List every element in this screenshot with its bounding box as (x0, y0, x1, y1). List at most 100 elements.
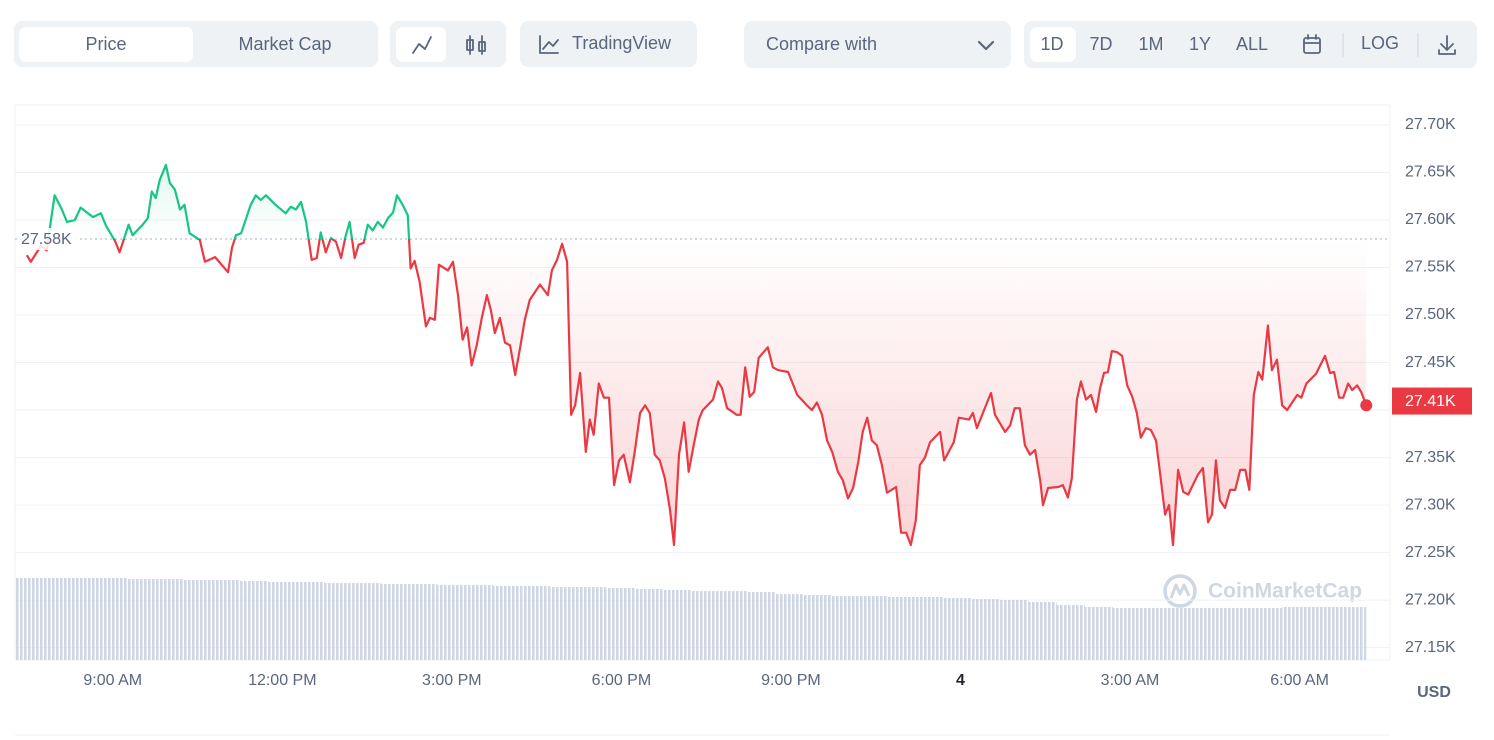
tradingview-label[interactable]: TradingView (572, 33, 672, 53)
volume-bar (521, 586, 550, 660)
volume-bar (380, 584, 410, 660)
volume-bar (1309, 607, 1339, 660)
calendar-icon (1303, 37, 1321, 54)
range-button[interactable]: 1Y (1189, 34, 1211, 54)
y-tick-label: 27.20K (1405, 591, 1456, 608)
price-line (25, 163, 1368, 547)
volume-bar (1338, 607, 1367, 660)
volume-bar (1028, 602, 1057, 660)
volume-bar (155, 579, 184, 660)
volume-bar (268, 582, 297, 660)
range-button[interactable]: ALL (1236, 34, 1268, 54)
y-tick-label: 27.50K (1405, 306, 1456, 323)
volume-bar (240, 581, 269, 660)
volume-bar (437, 585, 466, 660)
compare-select[interactable] (744, 21, 1011, 68)
tab-market-cap[interactable]: Market Cap (238, 34, 331, 54)
active-tab[interactable] (19, 27, 193, 62)
volume-bar (859, 596, 888, 660)
volume-bar (972, 599, 1001, 660)
candle-icon (466, 39, 474, 51)
area (26, 164, 1367, 545)
y-tick-label: 27.45K (1405, 354, 1456, 371)
download-icon (1438, 49, 1456, 55)
candle-button[interactable] (466, 35, 486, 55)
volume-bar (1253, 608, 1282, 660)
volume-bar (634, 589, 663, 660)
candle-icon (478, 41, 486, 52)
price-tag-label: 27.41K (1405, 393, 1456, 410)
volume-bar (549, 587, 579, 660)
y-tick-label: 27.60K (1405, 211, 1456, 228)
x-tick-label: 9:00 PM (761, 672, 821, 689)
tab-price[interactable]: Price (85, 34, 126, 54)
x-tick-label: 3:00 PM (422, 672, 482, 689)
watermark-text: CoinMarketCap (1208, 580, 1362, 603)
watermark-logo (1163, 574, 1197, 608)
volume-bar (746, 592, 776, 660)
y-tick-label: 27.15K (1405, 639, 1456, 656)
volume-bar (803, 595, 832, 660)
range-button[interactable]: 7D (1089, 34, 1112, 54)
currency-label: USD (1417, 684, 1451, 701)
volume-bar (887, 597, 916, 660)
watermark-logo (1169, 583, 1191, 599)
range-button[interactable]: 1D (1040, 34, 1063, 54)
download-button[interactable] (1438, 35, 1456, 55)
compare-label[interactable]: Compare with (766, 34, 877, 54)
volume-bar (296, 582, 325, 660)
chevron (977, 40, 995, 51)
y-tick-label: 27.25K (1405, 544, 1456, 561)
y-tick-label: 27.70K (1405, 116, 1456, 133)
volume-bar (15, 578, 44, 660)
x-tick-label: 3:00 AM (1101, 672, 1160, 689)
toolbar: Price Market Cap TradingView Compare wit… (14, 21, 1477, 68)
tradingview-button[interactable] (520, 21, 697, 67)
x-tick-label: 9:00 AM (83, 672, 142, 689)
volume-bar (831, 596, 860, 660)
download-icon (1440, 43, 1454, 51)
volume-bar (1084, 607, 1113, 660)
range-button[interactable]: 1M (1138, 34, 1163, 54)
volume-bar (409, 584, 438, 660)
volume-bar (493, 586, 522, 660)
volume-bar (606, 588, 635, 660)
range-group (1024, 21, 1477, 68)
volume-bar (1169, 608, 1198, 660)
volume-bar (1112, 608, 1142, 660)
line-icon (412, 36, 432, 54)
volume-bar (1000, 600, 1029, 660)
volume-bar (662, 590, 691, 660)
volume-bar (43, 578, 72, 660)
y-tick-label: 27.35K (1405, 449, 1456, 466)
baseline-label-bg (18, 227, 78, 250)
price-tag (1392, 387, 1472, 415)
active-range[interactable] (1030, 27, 1076, 62)
volume-bar (183, 580, 213, 660)
tv-icon (542, 39, 559, 50)
volume-bar (352, 583, 381, 660)
watermark: CoinMarketCap (1163, 574, 1362, 608)
x-tick-label: 4 (956, 672, 965, 689)
last-point (1360, 399, 1373, 412)
volume-bar (690, 591, 719, 660)
volume-bar (99, 578, 128, 660)
y-tick-label: 27.55K (1405, 259, 1456, 276)
volume-bar (1225, 608, 1254, 660)
volume-bar (1197, 608, 1226, 660)
log-button[interactable]: LOG (1361, 33, 1399, 53)
calendar-button[interactable] (1303, 34, 1321, 54)
volume-bar (943, 598, 973, 660)
volume-bar (1141, 608, 1170, 660)
x-tick-label: 6:00 AM (1270, 672, 1329, 689)
volume-bar (71, 578, 100, 660)
x-tick-label: 6:00 PM (592, 672, 652, 689)
volume-bar (1281, 607, 1310, 660)
volume-bar (915, 597, 944, 660)
volume-bar (127, 579, 156, 660)
y-tick-label: 27.65K (1405, 164, 1456, 181)
volume-bar (1056, 605, 1085, 660)
baseline-label: 27.58K (21, 231, 72, 248)
